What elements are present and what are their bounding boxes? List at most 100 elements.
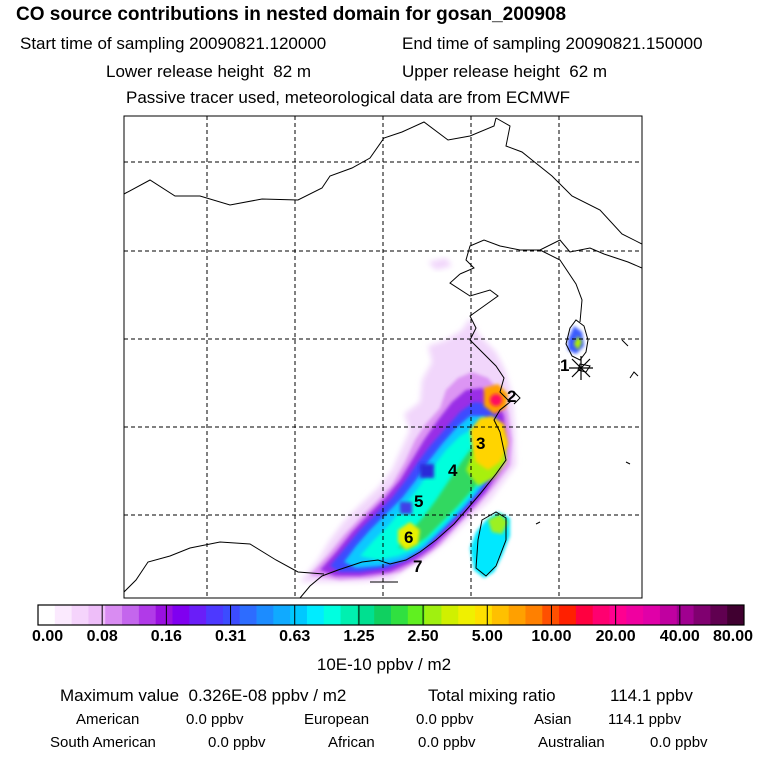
colorbar-swatch: [391, 605, 409, 625]
australian-value: 0.0 ppbv: [650, 734, 708, 751]
colorbar: [37, 605, 745, 625]
upper-release-label: Upper release height: [402, 62, 560, 81]
colorbar-swatch: [592, 605, 610, 625]
european-value: 0.0 ppbv: [416, 711, 474, 728]
region-labels: 1 2 3 4 5 6 7: [404, 356, 569, 576]
region-label-1: 1: [560, 356, 569, 375]
map-frame: [123, 115, 643, 599]
colorbar-swatch: [306, 605, 325, 625]
receptor-asterisk-icon: [569, 356, 593, 380]
tracer-note: Passive tracer used, meteorological data…: [126, 88, 571, 107]
maximum-value-label: Maximum value: [60, 686, 180, 705]
lower-release-label: Lower release height: [106, 62, 264, 81]
colorbar-swatch: [290, 605, 308, 625]
end-time-value: 20090821.150000: [565, 34, 703, 53]
colorbar-swatch: [508, 605, 526, 625]
colorbar-swatch: [122, 605, 140, 625]
upper-release-height: Upper release height 62 m: [402, 62, 607, 82]
chart-title: CO source contributions in nested domain…: [16, 4, 567, 25]
lower-release-value: 82 m: [273, 62, 312, 81]
region-label-3: 3: [476, 434, 485, 453]
colorbar-swatch: [676, 605, 694, 625]
colorbar-tick-label: 1.25: [343, 628, 375, 645]
asian-label: Asian: [534, 711, 572, 728]
colorbar-swatch: [222, 605, 241, 625]
region-label-4: 4: [448, 461, 458, 480]
colorbar-tick-label: 2.50: [407, 628, 439, 645]
colorbar-swatch: [323, 605, 341, 625]
african-label: African: [328, 734, 375, 751]
asian-value: 114.1 ppbv: [608, 711, 682, 728]
colorbar-swatch: [88, 605, 106, 625]
maximum-value-number: 0.326E-08 ppbv / m2: [188, 686, 347, 705]
colorbar-tick-label: 40.00: [659, 628, 700, 645]
start-time: Start time of sampling 20090821.120000: [20, 34, 326, 54]
colorbar-tick-label: 0.16: [150, 628, 182, 645]
maximum-value: Maximum value 0.326E-08 ppbv / m2: [60, 686, 346, 706]
lower-release-height: Lower release height 82 m: [106, 62, 311, 82]
colorbar-swatch: [206, 605, 224, 625]
colorbar-swatch: [256, 605, 274, 625]
total-mixing-value: 114.1 ppbv: [610, 686, 693, 705]
african-value: 0.0 ppbv: [418, 734, 476, 751]
map-area: 1 2 3 4 5 6 7: [124, 116, 642, 598]
colorbar-tick-label: 80.00: [713, 628, 754, 645]
colorbar-tick-label: 20.00: [595, 628, 636, 645]
colorbar-swatch: [559, 605, 577, 625]
colorbar-unit: 10E-10 ppbv / m2: [316, 655, 452, 674]
colorbar-swatch: [575, 605, 594, 625]
european-label: European: [304, 711, 370, 728]
colorbar-tick-label: 10.00: [531, 628, 572, 645]
lat-lon-grid: [124, 116, 642, 598]
colorbar-swatch: [407, 605, 426, 625]
colorbar-swatch: [441, 605, 459, 625]
colorbar-swatch: [54, 605, 73, 625]
colorbar-swatch: [239, 605, 257, 625]
colorbar-swatch: [458, 605, 476, 625]
colorbar-swatch: [38, 605, 56, 625]
american-value: 0.0 ppbv: [186, 711, 244, 728]
region-label-5: 5: [414, 492, 423, 511]
colorbar-swatch: [542, 605, 560, 625]
start-time-label: Start time of sampling: [20, 34, 185, 53]
south-american-label: South American: [50, 734, 156, 751]
colorbar-tick-label: 5.00: [471, 628, 503, 645]
colorbar-swatch: [172, 605, 190, 625]
region-label-7: 7: [413, 557, 422, 576]
colorbar-tick-label: 0.31: [214, 628, 247, 645]
colorbar-swatch: [491, 605, 510, 625]
colorbar-swatch: [189, 605, 207, 625]
colorbar-tick-label: 0.63: [279, 628, 311, 645]
colorbar-swatch: [155, 605, 173, 625]
coastlines: [124, 117, 642, 598]
colorbar-swatch: [374, 605, 392, 625]
colorbar-swatch: [273, 605, 291, 625]
colorbar-swatch: [105, 605, 123, 625]
colorbar-swatch: [643, 605, 661, 625]
colorbar-tick-label: 0.08: [86, 628, 118, 645]
colorbar-swatch: [71, 605, 89, 625]
colorbar-frame: [37, 604, 745, 626]
colorbar-swatch: [475, 605, 493, 625]
south-american-value: 0.0 ppbv: [208, 734, 266, 751]
american-label: American: [76, 711, 140, 728]
colorbar-swatch: [525, 605, 543, 625]
colorbar-tick-label: 0.00: [32, 628, 64, 645]
end-time: End time of sampling 20090821.150000: [402, 34, 703, 54]
colorbar-swatch: [340, 605, 358, 625]
total-mixing-label: Total mixing ratio: [428, 686, 556, 705]
colorbar-swatch: [357, 605, 375, 625]
region-label-2: 2: [507, 387, 516, 406]
colorbar-swatch: [424, 605, 442, 625]
australian-label: Australian: [538, 734, 605, 751]
colorbar-swatch: [727, 605, 745, 625]
colorbar-swatch: [693, 605, 711, 625]
concentration-plume: [300, 258, 584, 582]
start-time-value: 20090821.120000: [189, 34, 327, 53]
region-label-6: 6: [404, 528, 413, 547]
colorbar-swatch: [659, 605, 678, 625]
end-time-label: End time of sampling: [402, 34, 561, 53]
colorbar-swatch: [710, 605, 728, 625]
total-mixing-ratio: Total mixing ratio: [428, 686, 556, 706]
